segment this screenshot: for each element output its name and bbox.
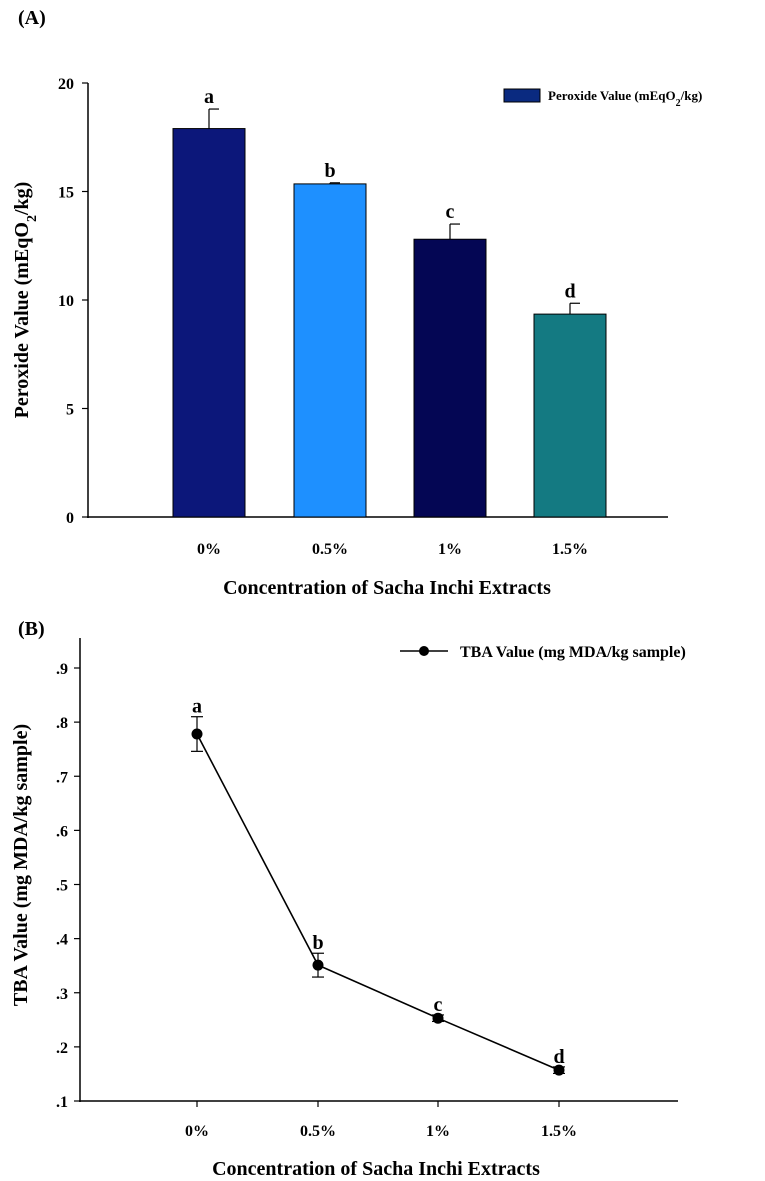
panel-b-data-point [432,1012,444,1024]
panel-a-legend: Peroxide Value (mEqO2/kg) [503,88,702,109]
panel-b-significance-label: d [553,1046,564,1068]
panel-a-bar [172,128,246,518]
panel-a-y-axis-title: Peroxide Value (mEqO2/kg) [11,182,40,419]
panel-a-y-tick-label: 10 [58,293,74,310]
panel-b-x-tick-label: 1% [426,1123,450,1140]
panel-a-x-axis-title: Concentration of Sacha Inchi Extracts [223,577,551,599]
panel-b-x-axis-title: Concentration of Sacha Inchi Extracts [212,1158,540,1180]
panel-b-data-point [191,728,203,740]
panel-a-y-tick-label: 5 [66,402,74,419]
panel-b-y-tick-label: .1 [56,1094,68,1111]
panel-a-legend-label: Peroxide Value (mEqO2/kg) [548,88,702,109]
panel-b-y-tick-label: .8 [56,715,68,732]
panel-b-significance-label: c [434,994,443,1016]
panel-a-x-tick-label: 1.5% [552,541,588,558]
panel-a-significance-label: a [204,86,214,108]
panel-b-data-point [312,959,324,971]
panel-b-data-point [553,1064,565,1076]
panel-b-y-tick-label: .5 [56,878,68,895]
panel-a-bar [293,183,367,518]
panel-a-significance-label: d [564,280,575,302]
panel-a-bar-chart: (A) 0 5 10 15 20 a b c d 0% 0.5% 1% 1.5% Peroxide … [11,7,702,599]
panel-a-legend-swatch [503,88,541,103]
panel-b-y-axis-title: TBA Value (mg MDA/kg sample) [10,724,32,1006]
panel-b-label: (B) [18,618,45,640]
panel-a-bar [533,313,607,518]
panel-a-label: (A) [18,7,46,29]
panel-b-series-line [196,733,560,1071]
panel-b-x-tick-label: 0.5% [300,1123,336,1140]
panel-b-legend-marker [419,646,429,656]
panel-a-y-tick-label: 15 [58,185,74,202]
panel-b-x-tick-label: 1.5% [541,1123,577,1140]
panel-a-significance-label: c [446,201,455,223]
panel-a-x-tick-label: 1% [438,541,462,558]
panel-b-line-chart: (B) .1 .2 .3 .4 .5 .6 .7 .8 .9 0% 0.5% 1% 1.5% a b c d… [10,618,686,1180]
panel-b-y-tick-label: .2 [56,1040,68,1057]
panel-b-y-tick-label: .9 [56,661,68,678]
panel-b-legend: TBA Value (mg MDA/kg sample) [400,644,686,661]
panel-a-bar [413,238,487,518]
panel-a-y-tick-label: 20 [58,76,74,93]
panel-b-y-tick-label: .3 [56,986,68,1003]
panel-a-significance-label: b [324,160,335,182]
panel-a-x-tick-label: 0% [197,541,221,558]
panel-b-significance-label: a [192,696,202,718]
panel-b-y-tick-label: .6 [56,823,68,840]
panel-a-x-tick-label: 0.5% [312,541,348,558]
panel-a-y-tick-label: 0 [66,510,74,527]
panel-b-x-tick-label: 0% [185,1123,209,1140]
panel-b-y-tick-label: .7 [56,769,68,786]
panel-b-y-tick-label: .4 [56,932,68,949]
panel-b-legend-label: TBA Value (mg MDA/kg sample) [460,644,686,661]
panel-b-significance-label: b [312,932,323,954]
